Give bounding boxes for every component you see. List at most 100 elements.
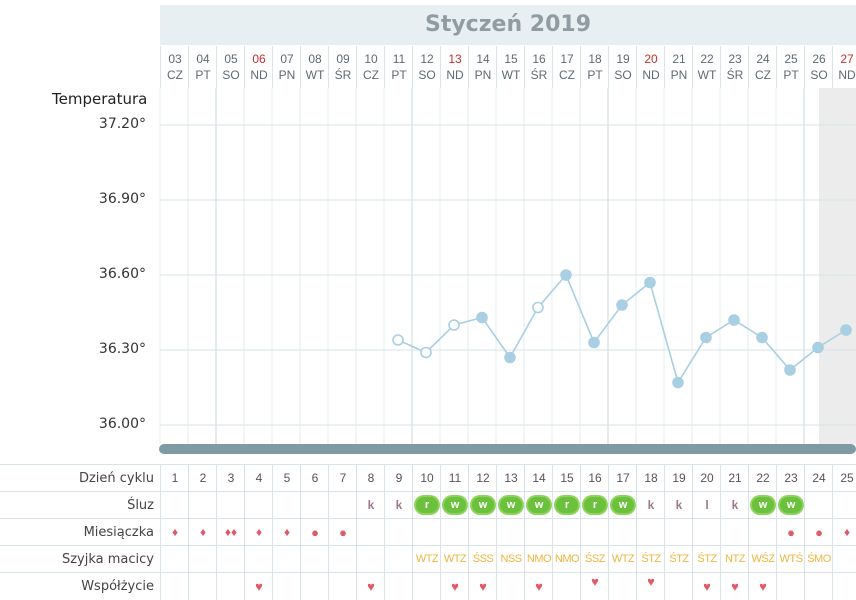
- cycle-day-cell[interactable]: 4: [244, 465, 273, 492]
- cervix-cell[interactable]: NSS: [496, 546, 525, 573]
- intercourse-cell[interactable]: ♥: [524, 573, 553, 600]
- cycle-day-cell[interactable]: 11: [440, 465, 469, 492]
- day-column-header[interactable]: 25 PT: [776, 46, 805, 88]
- day-column-header[interactable]: 07 PN: [272, 46, 301, 88]
- cervix-cell[interactable]: [832, 546, 856, 573]
- period-cell[interactable]: [748, 519, 777, 546]
- mucus-cell[interactable]: k: [636, 492, 665, 519]
- day-column-header[interactable]: 24 CZ: [748, 46, 777, 88]
- mucus-cell[interactable]: [272, 492, 301, 519]
- cycle-day-cell[interactable]: 8: [356, 465, 385, 492]
- cycle-day-cell[interactable]: 9: [384, 465, 413, 492]
- cervix-cell[interactable]: [356, 546, 385, 573]
- mucus-cell[interactable]: [244, 492, 273, 519]
- mucus-cell[interactable]: r: [412, 492, 441, 519]
- day-column-header[interactable]: 03 CZ: [160, 46, 189, 88]
- cervix-cell[interactable]: ŚTZ: [692, 546, 721, 573]
- cycle-day-cell[interactable]: 1: [160, 465, 189, 492]
- cervix-cell[interactable]: [328, 546, 357, 573]
- intercourse-cell[interactable]: [776, 573, 805, 600]
- mucus-cell[interactable]: [216, 492, 245, 519]
- horizontal-scrollbar[interactable]: [159, 444, 856, 454]
- intercourse-cell[interactable]: ♥: [748, 573, 777, 600]
- mucus-cell[interactable]: [300, 492, 329, 519]
- cycle-day-cell[interactable]: 13: [496, 465, 525, 492]
- day-column-header[interactable]: 26 SO: [804, 46, 833, 88]
- period-cell[interactable]: [664, 519, 693, 546]
- period-cell[interactable]: ♦: [160, 519, 189, 546]
- day-column-header[interactable]: 21 PN: [664, 46, 693, 88]
- intercourse-cell[interactable]: [412, 573, 441, 600]
- intercourse-cell[interactable]: [384, 573, 413, 600]
- mucus-cell[interactable]: [328, 492, 357, 519]
- cervix-cell[interactable]: WTZ: [440, 546, 469, 573]
- period-cell[interactable]: [440, 519, 469, 546]
- cycle-day-cell[interactable]: 17: [608, 465, 637, 492]
- period-cell[interactable]: [496, 519, 525, 546]
- period-cell[interactable]: [412, 519, 441, 546]
- mucus-cell[interactable]: k: [720, 492, 749, 519]
- cycle-day-cell[interactable]: 2: [188, 465, 217, 492]
- mucus-cell[interactable]: [188, 492, 217, 519]
- mucus-cell[interactable]: [804, 492, 833, 519]
- cervix-cell[interactable]: ŚTZ: [664, 546, 693, 573]
- day-column-header[interactable]: 23 ŚR: [720, 46, 749, 88]
- cervix-cell[interactable]: ŚSZ: [580, 546, 609, 573]
- day-column-header[interactable]: 04 PT: [188, 46, 217, 88]
- intercourse-cell[interactable]: [328, 573, 357, 600]
- intercourse-cell[interactable]: [664, 573, 693, 600]
- cervix-cell[interactable]: [244, 546, 273, 573]
- intercourse-cell[interactable]: [272, 573, 301, 600]
- cervix-cell[interactable]: [300, 546, 329, 573]
- mucus-cell[interactable]: k: [664, 492, 693, 519]
- day-column-header[interactable]: 05 SO: [216, 46, 245, 88]
- cycle-day-cell[interactable]: 21: [720, 465, 749, 492]
- cervix-cell[interactable]: WTZ: [412, 546, 441, 573]
- mucus-cell[interactable]: w: [608, 492, 637, 519]
- period-cell[interactable]: ●: [776, 519, 805, 546]
- mucus-cell[interactable]: w: [440, 492, 469, 519]
- cycle-day-cell[interactable]: 5: [272, 465, 301, 492]
- period-cell[interactable]: [356, 519, 385, 546]
- period-cell[interactable]: ♦♦: [216, 519, 245, 546]
- cycle-day-cell[interactable]: 14: [524, 465, 553, 492]
- day-column-header[interactable]: 10 CZ: [356, 46, 385, 88]
- period-cell[interactable]: [692, 519, 721, 546]
- cycle-day-cell[interactable]: 22: [748, 465, 777, 492]
- cycle-day-cell[interactable]: 19: [664, 465, 693, 492]
- intercourse-cell[interactable]: ♥: [244, 573, 273, 600]
- cycle-day-cell[interactable]: 6: [300, 465, 329, 492]
- intercourse-cell[interactable]: ♥: [580, 573, 609, 600]
- mucus-cell[interactable]: w: [776, 492, 805, 519]
- day-column-header[interactable]: 19 SO: [608, 46, 637, 88]
- cervix-cell[interactable]: ŚSS: [468, 546, 497, 573]
- day-column-header[interactable]: 08 WT: [300, 46, 329, 88]
- cervix-cell[interactable]: NTZ: [720, 546, 749, 573]
- intercourse-cell[interactable]: [804, 573, 833, 600]
- day-column-header[interactable]: 17 CZ: [552, 46, 581, 88]
- day-column-header[interactable]: 20 ND: [636, 46, 665, 88]
- intercourse-cell[interactable]: ♥: [356, 573, 385, 600]
- intercourse-cell[interactable]: ♥: [720, 573, 749, 600]
- mucus-cell[interactable]: w: [748, 492, 777, 519]
- cycle-day-cell[interactable]: 25: [832, 465, 856, 492]
- cervix-cell[interactable]: [160, 546, 189, 573]
- day-column-header[interactable]: 15 WT: [496, 46, 525, 88]
- cycle-day-cell[interactable]: 7: [328, 465, 357, 492]
- period-cell[interactable]: [608, 519, 637, 546]
- intercourse-cell[interactable]: [216, 573, 245, 600]
- period-cell[interactable]: [468, 519, 497, 546]
- intercourse-cell[interactable]: ♥: [692, 573, 721, 600]
- cycle-day-cell[interactable]: 15: [552, 465, 581, 492]
- cycle-day-cell[interactable]: 18: [636, 465, 665, 492]
- day-column-header[interactable]: 16 ŚR: [524, 46, 553, 88]
- period-cell[interactable]: ♦: [832, 519, 856, 546]
- period-cell[interactable]: ♦: [188, 519, 217, 546]
- cycle-day-cell[interactable]: 10: [412, 465, 441, 492]
- cervix-cell[interactable]: [384, 546, 413, 573]
- mucus-cell[interactable]: [832, 492, 856, 519]
- cycle-day-cell[interactable]: 24: [804, 465, 833, 492]
- intercourse-cell[interactable]: ♥: [468, 573, 497, 600]
- day-column-header[interactable]: 06 ND: [244, 46, 273, 88]
- mucus-cell[interactable]: r: [580, 492, 609, 519]
